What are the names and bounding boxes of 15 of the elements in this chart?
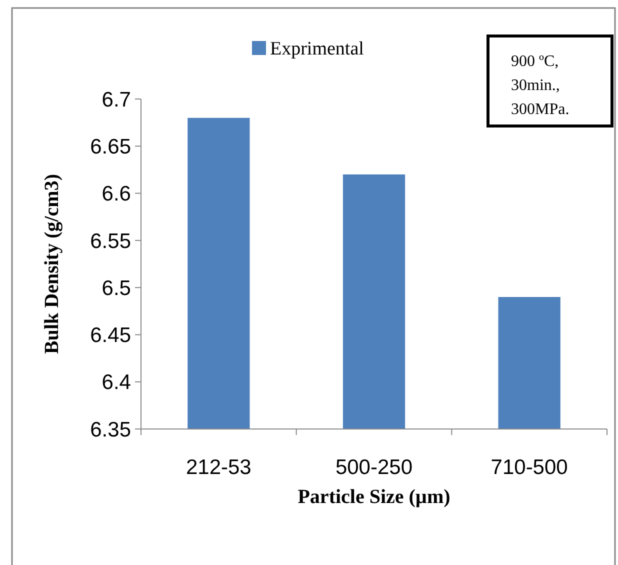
y-tick-label: 6.65 bbox=[90, 135, 131, 158]
x-tick-label: 710-500 bbox=[490, 456, 568, 479]
y-axis-title: Bulk Density (g/cm3) bbox=[41, 174, 63, 354]
annotation: 900 ºC, 30min., 300MPa. bbox=[511, 53, 570, 118]
x-axis-title: Particle Size (µm) bbox=[298, 486, 450, 508]
y-tick-label: 6.55 bbox=[90, 230, 131, 253]
y-tick-label: 6.5 bbox=[102, 276, 131, 300]
x-tick-label: 212-53 bbox=[186, 456, 252, 479]
x-tick-label: 500-250 bbox=[335, 456, 413, 479]
y-tick-label: 6.4 bbox=[102, 371, 132, 394]
y-tick-label: 6.6 bbox=[102, 182, 131, 206]
y-tick-label: 6.45 bbox=[90, 324, 131, 348]
y-tick-label: 6.35 bbox=[90, 418, 131, 442]
y-tick-label: 6.7 bbox=[102, 88, 131, 112]
legend-label: Exprimental bbox=[270, 38, 364, 60]
